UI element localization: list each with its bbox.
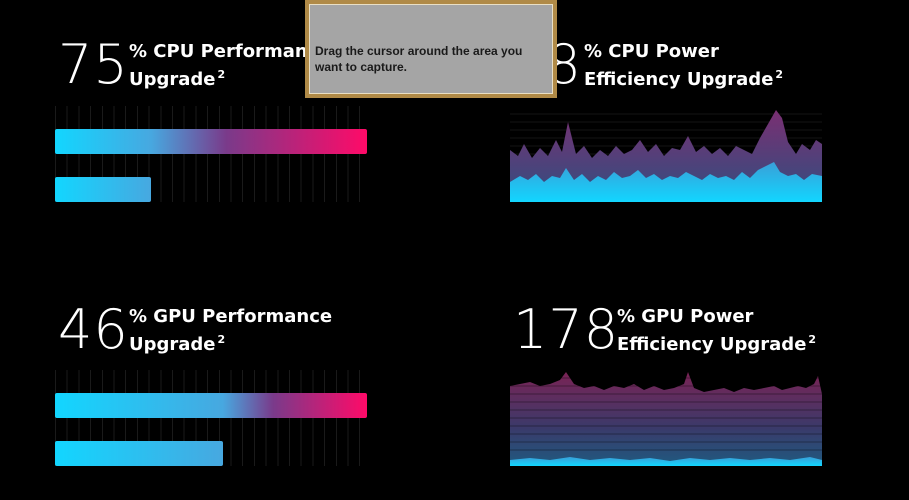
gpu-efficiency-upper-wave	[510, 372, 822, 466]
cpu-efficiency-waveform-panel	[510, 106, 822, 202]
cpu-performance-new-bar	[55, 129, 367, 154]
cpu-performance-label-line2: Upgrade	[129, 69, 216, 90]
gpu-efficiency-label-line1: % GPU Power	[617, 306, 754, 327]
footnote-marker: 2	[808, 333, 817, 346]
footnote-marker: 2	[217, 333, 226, 346]
gpu-performance-label-line1: % GPU Performance	[129, 306, 333, 327]
capture-hint-text: Drag the cursor around the area you want…	[315, 44, 523, 74]
horizontal-grid	[510, 377, 822, 451]
cpu-efficiency-label-line1: % CPU Power	[584, 41, 719, 62]
gpu-performance-old-bar	[55, 441, 223, 466]
gpu-efficiency-waveform-panel	[510, 370, 822, 466]
cpu-efficiency-lower-wave	[510, 162, 822, 202]
capture-hint-tooltip: Drag the cursor around the area you want…	[305, 0, 557, 98]
cpu-performance-label: % CPU Performance Upgrade 2	[129, 40, 331, 91]
gpu-performance-value: 46	[58, 298, 129, 361]
footnote-marker: 2	[217, 68, 226, 81]
gpu-efficiency-waveform	[510, 372, 822, 466]
gpu-performance-new-bar	[55, 393, 367, 418]
gpu-performance-label-line2: Upgrade	[129, 334, 216, 355]
gpu-efficiency-label-line2: Efficiency Upgrade	[617, 334, 807, 355]
cpu-efficiency-label: % CPU Power Efficiency Upgrade 2	[584, 40, 783, 91]
cpu-efficiency-label-line2: Efficiency Upgrade	[584, 69, 774, 90]
cpu-performance-value: 75	[58, 33, 129, 96]
gpu-efficiency-value: 178	[513, 298, 620, 361]
cpu-efficiency-waveform	[510, 110, 822, 202]
gpu-performance-label: % GPU Performance Upgrade 2	[129, 305, 332, 356]
capture-hint-tooltip-body: Drag the cursor around the area you want…	[309, 4, 553, 94]
footnote-marker: 2	[775, 68, 784, 81]
gpu-efficiency-lower-wave	[510, 457, 822, 466]
cpu-performance-old-bar	[55, 177, 152, 202]
cpu-performance-label-line1: % CPU Performance	[129, 41, 331, 62]
gpu-performance-bars-panel	[55, 370, 367, 466]
cpu-performance-bars-panel	[55, 106, 367, 202]
gpu-efficiency-label: % GPU Power Efficiency Upgrade 2	[617, 305, 816, 356]
